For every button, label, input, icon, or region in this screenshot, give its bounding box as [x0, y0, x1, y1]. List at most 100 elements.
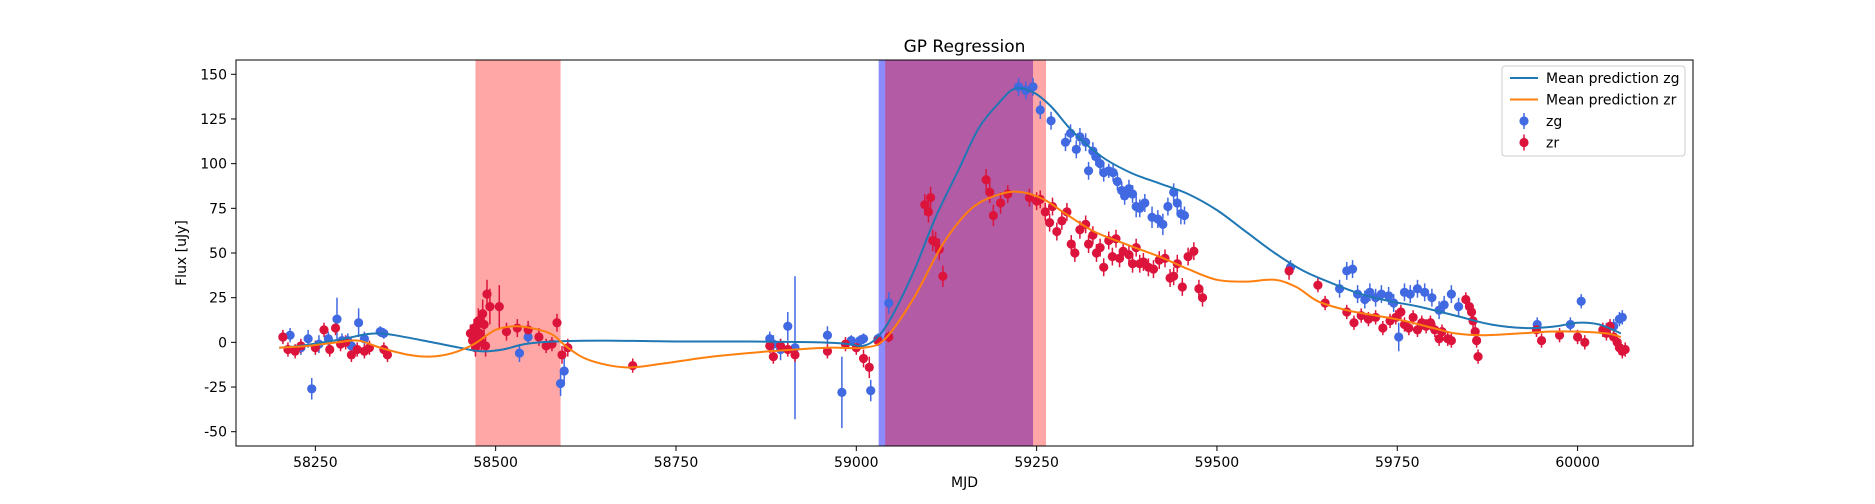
- shaded-region-1: [475, 60, 561, 446]
- zg-data-point: [1453, 302, 1464, 312]
- zr-data-point: [1083, 239, 1094, 249]
- zg-data-point: [1576, 296, 1586, 306]
- zg-data-point: [1617, 312, 1627, 322]
- shaded-region-2: [878, 60, 1034, 446]
- legend-label-mean-prediction-zg: Mean prediction zg: [1546, 71, 1680, 87]
- zr-data-point: [494, 302, 504, 312]
- mean-prediction-line-zr: [279, 190, 1622, 369]
- zr-data-point: [1412, 325, 1423, 335]
- zg-data-point: [1046, 116, 1056, 126]
- zr-data-point: [1536, 335, 1547, 346]
- zr-data-point: [1045, 218, 1055, 228]
- y-tick-label: -50: [204, 425, 227, 441]
- zr-data-point: [1572, 332, 1583, 342]
- zg-data-point: [307, 384, 317, 394]
- zg-data-point: [1095, 159, 1105, 169]
- zr-data-point: [480, 341, 491, 351]
- zr-data-point: [278, 332, 288, 342]
- zr-data-point: [995, 198, 1006, 208]
- x-axis-ticks: 58250 58500 58750 59000 59250 59500 59750 60000: [293, 446, 1600, 471]
- zg-data-point: [303, 334, 313, 344]
- zr-data-point: [925, 193, 936, 203]
- zr-data-point: [775, 341, 786, 351]
- y-tick-label: -25: [204, 380, 227, 396]
- zr-data-point: [864, 362, 874, 372]
- y-tick-label: 25: [209, 291, 227, 307]
- zr-data-point: [1425, 318, 1436, 328]
- zr-data-point: [858, 353, 869, 364]
- zr-data-point: [485, 302, 495, 312]
- legend-marker-zr: [1519, 137, 1529, 148]
- shaded-region-3: [885, 60, 1047, 446]
- zr-data-point: [1066, 239, 1076, 249]
- zg-data-point: [1140, 198, 1150, 208]
- zr-data-point: [981, 175, 991, 185]
- zr-data-point: [1169, 271, 1179, 281]
- zr-data-point: [1620, 344, 1630, 355]
- legend-marker-zg: [1519, 116, 1529, 126]
- zr-data-point: [534, 332, 544, 342]
- zr-data-point: [1378, 323, 1388, 333]
- zr-data-point: [475, 328, 485, 339]
- zr-data-point: [1580, 337, 1590, 347]
- zr-data-point: [1194, 284, 1204, 294]
- zg-data-point: [1405, 289, 1415, 299]
- zg-data-point: [514, 348, 525, 358]
- legend: Mean prediction zg Mean prediction zr zg zr: [1501, 65, 1686, 157]
- zg-data-point: [559, 366, 569, 376]
- zg-data-point: [332, 314, 342, 324]
- zr-data-point: [768, 352, 778, 362]
- y-tick-label: 0: [218, 335, 227, 351]
- chart-title: GP Regression: [904, 37, 1026, 57]
- zr-data-point: [884, 332, 894, 342]
- zr-data-point: [478, 309, 488, 319]
- zr-data-point: [1095, 243, 1105, 253]
- legend-entries: Mean prediction zg Mean prediction zr zg zr: [1510, 71, 1680, 152]
- zr-data-point: [382, 350, 393, 360]
- zr-data-point: [1404, 323, 1414, 333]
- zr-data-point: [1052, 226, 1062, 237]
- y-tick-label: 100: [200, 157, 227, 173]
- zg-data-point: [1360, 294, 1370, 305]
- zr-data-point: [1040, 207, 1050, 217]
- zr-data-point: [1473, 352, 1483, 362]
- zr-data-point: [628, 360, 638, 371]
- zr-data-point: [931, 237, 941, 247]
- zg-data-point: [1120, 191, 1130, 201]
- zr-data-point: [552, 318, 562, 328]
- x-tick-label: 58750: [654, 455, 699, 471]
- zg-data-point: [1035, 105, 1045, 115]
- zr-data-point: [1470, 327, 1480, 337]
- zg-data-point: [1028, 82, 1038, 92]
- zr-data-point: [1284, 266, 1294, 276]
- y-tick-label: 50: [209, 246, 227, 262]
- zr-data-point: [346, 350, 357, 360]
- zg-data-point: [1412, 284, 1423, 294]
- shaded-regions: [475, 60, 1047, 446]
- zr-data-point: [765, 341, 775, 351]
- zg-data-point: [1075, 132, 1085, 142]
- legend-box: [1501, 65, 1686, 157]
- legend-label-mean-prediction-zr: Mean prediction zr: [1546, 93, 1677, 109]
- data-markers: [278, 82, 1630, 397]
- x-tick-label: 59750: [1375, 455, 1420, 471]
- zr-data-point: [920, 200, 930, 210]
- zg-data-point: [1384, 291, 1394, 301]
- zg-data-point: [1108, 167, 1118, 178]
- zg-data-point: [866, 386, 876, 396]
- x-tick-label: 59250: [1014, 455, 1059, 471]
- y-tick-label: 150: [200, 67, 227, 83]
- zr-data-point: [1408, 312, 1418, 322]
- zr-data-point: [1107, 251, 1117, 262]
- zr-data-point: [988, 210, 998, 221]
- x-tick-label: 58500: [473, 455, 518, 471]
- zr-data-point: [352, 344, 362, 355]
- zr-data-point: [501, 327, 512, 337]
- zr-data-point: [822, 346, 833, 356]
- zg-data-point: [285, 330, 295, 340]
- zr-data-point: [557, 350, 567, 360]
- y-tick-label: 125: [200, 112, 227, 128]
- zg-data-point: [1127, 189, 1138, 199]
- zr-data-point: [479, 319, 489, 330]
